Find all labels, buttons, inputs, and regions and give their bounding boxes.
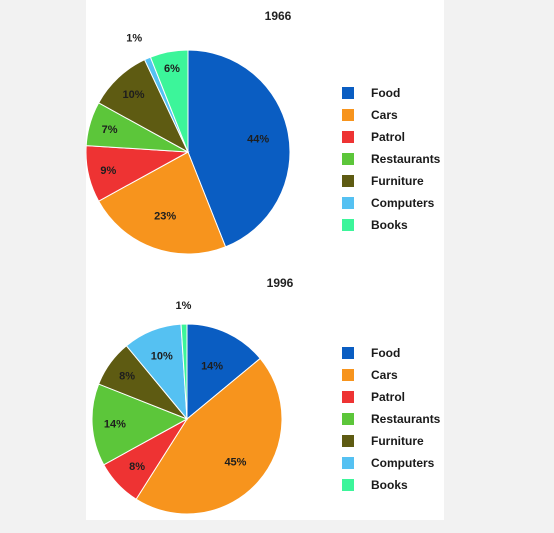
legend-label-patrol-1996: Patrol — [371, 390, 405, 404]
legend-label-computers-1996: Computers — [371, 456, 435, 470]
legend-swatch-cars-1996 — [342, 369, 354, 381]
slice-label-food-1966: 44% — [247, 134, 269, 146]
pie-charts: 1966 44% 23% 9% 7% 10% 1% 6% Food Cars Patrol Res… — [86, 9, 441, 515]
slice-label-restaurants-1996: 14% — [104, 419, 126, 431]
pie-slice-food-1966 — [187, 49, 291, 248]
chart-1996: 1996 14% 45% 8% 14% 8% 10% 1% Food Cars Patrol Re… — [91, 276, 441, 515]
slice-label-patrol-1966: 9% — [100, 165, 116, 177]
slice-label-computers-1966: 1% — [126, 33, 142, 45]
pie-slice-cars-1996 — [135, 357, 283, 515]
chart-1966: 1966 44% 23% 9% 7% 10% 1% 6% Food Cars Patrol Res… — [86, 9, 441, 255]
legend-swatch-patrol-1996 — [342, 391, 354, 403]
chart-title-1966: 1966 — [265, 9, 292, 23]
legend-label-books-1996: Books — [371, 478, 408, 492]
legend-swatch-computers-1996 — [342, 457, 354, 469]
legend-swatch-books-1996 — [342, 479, 354, 491]
legend-1966: Food Cars Patrol Restaurants Furniture Comput… — [342, 86, 441, 232]
legend-swatch-computers-1966 — [342, 197, 354, 209]
pie-1996: 14% 45% 8% 14% 8% 10% 1% — [91, 300, 283, 515]
legend-swatch-patrol-1966 — [342, 131, 354, 143]
slice-label-food-1996: 14% — [201, 361, 223, 373]
legend-swatch-restaurants-1966 — [342, 153, 354, 165]
legend-swatch-food-1966 — [342, 87, 354, 99]
slice-label-patrol-1996: 8% — [129, 461, 145, 473]
legend-swatch-food-1996 — [342, 347, 354, 359]
slice-label-restaurants-1966: 7% — [102, 124, 118, 136]
legend-swatch-restaurants-1996 — [342, 413, 354, 425]
legend-label-books-1966: Books — [371, 218, 408, 232]
slice-label-furniture-1966: 10% — [123, 89, 145, 101]
pie-1966: 44% 23% 9% 7% 10% 1% 6% — [86, 33, 291, 255]
slice-label-books-1996: 1% — [175, 300, 191, 312]
chart-panel: 1966 44% 23% 9% 7% 10% 1% 6% Food Cars Patrol Res… — [86, 0, 444, 520]
legend-swatch-furniture-1966 — [342, 175, 354, 187]
slice-label-cars-1966: 23% — [154, 210, 176, 222]
slice-label-cars-1996: 45% — [224, 457, 246, 469]
legend-label-furniture-1966: Furniture — [371, 174, 424, 188]
slice-label-books-1966: 6% — [164, 63, 180, 75]
pie-slice-books-1996 — [180, 323, 188, 420]
legend-label-food-1966: Food — [371, 86, 400, 100]
legend-label-computers-1966: Computers — [371, 196, 435, 210]
legend-label-food-1996: Food — [371, 346, 400, 360]
pie-slice-food-1996 — [186, 323, 261, 421]
legend-label-patrol-1966: Patrol — [371, 130, 405, 144]
pie-slice-books-1966 — [149, 49, 189, 153]
legend-label-restaurants-1966: Restaurants — [371, 152, 441, 166]
pie-slice-cars-1966 — [97, 151, 227, 255]
slice-label-furniture-1996: 8% — [119, 370, 135, 382]
legend-swatch-books-1966 — [342, 219, 354, 231]
chart-title-1996: 1996 — [267, 276, 294, 290]
legend-swatch-cars-1966 — [342, 109, 354, 121]
pie-slice-restaurants-1996 — [91, 383, 189, 466]
legend-label-furniture-1996: Furniture — [371, 434, 424, 448]
legend-label-cars-1966: Cars — [371, 108, 398, 122]
slice-label-computers-1996: 10% — [151, 350, 173, 362]
legend-label-restaurants-1996: Restaurants — [371, 412, 441, 426]
legend-label-cars-1996: Cars — [371, 368, 398, 382]
legend-swatch-furniture-1996 — [342, 435, 354, 447]
legend-1996: Food Cars Patrol Restaurants Furniture Comput… — [342, 346, 441, 492]
